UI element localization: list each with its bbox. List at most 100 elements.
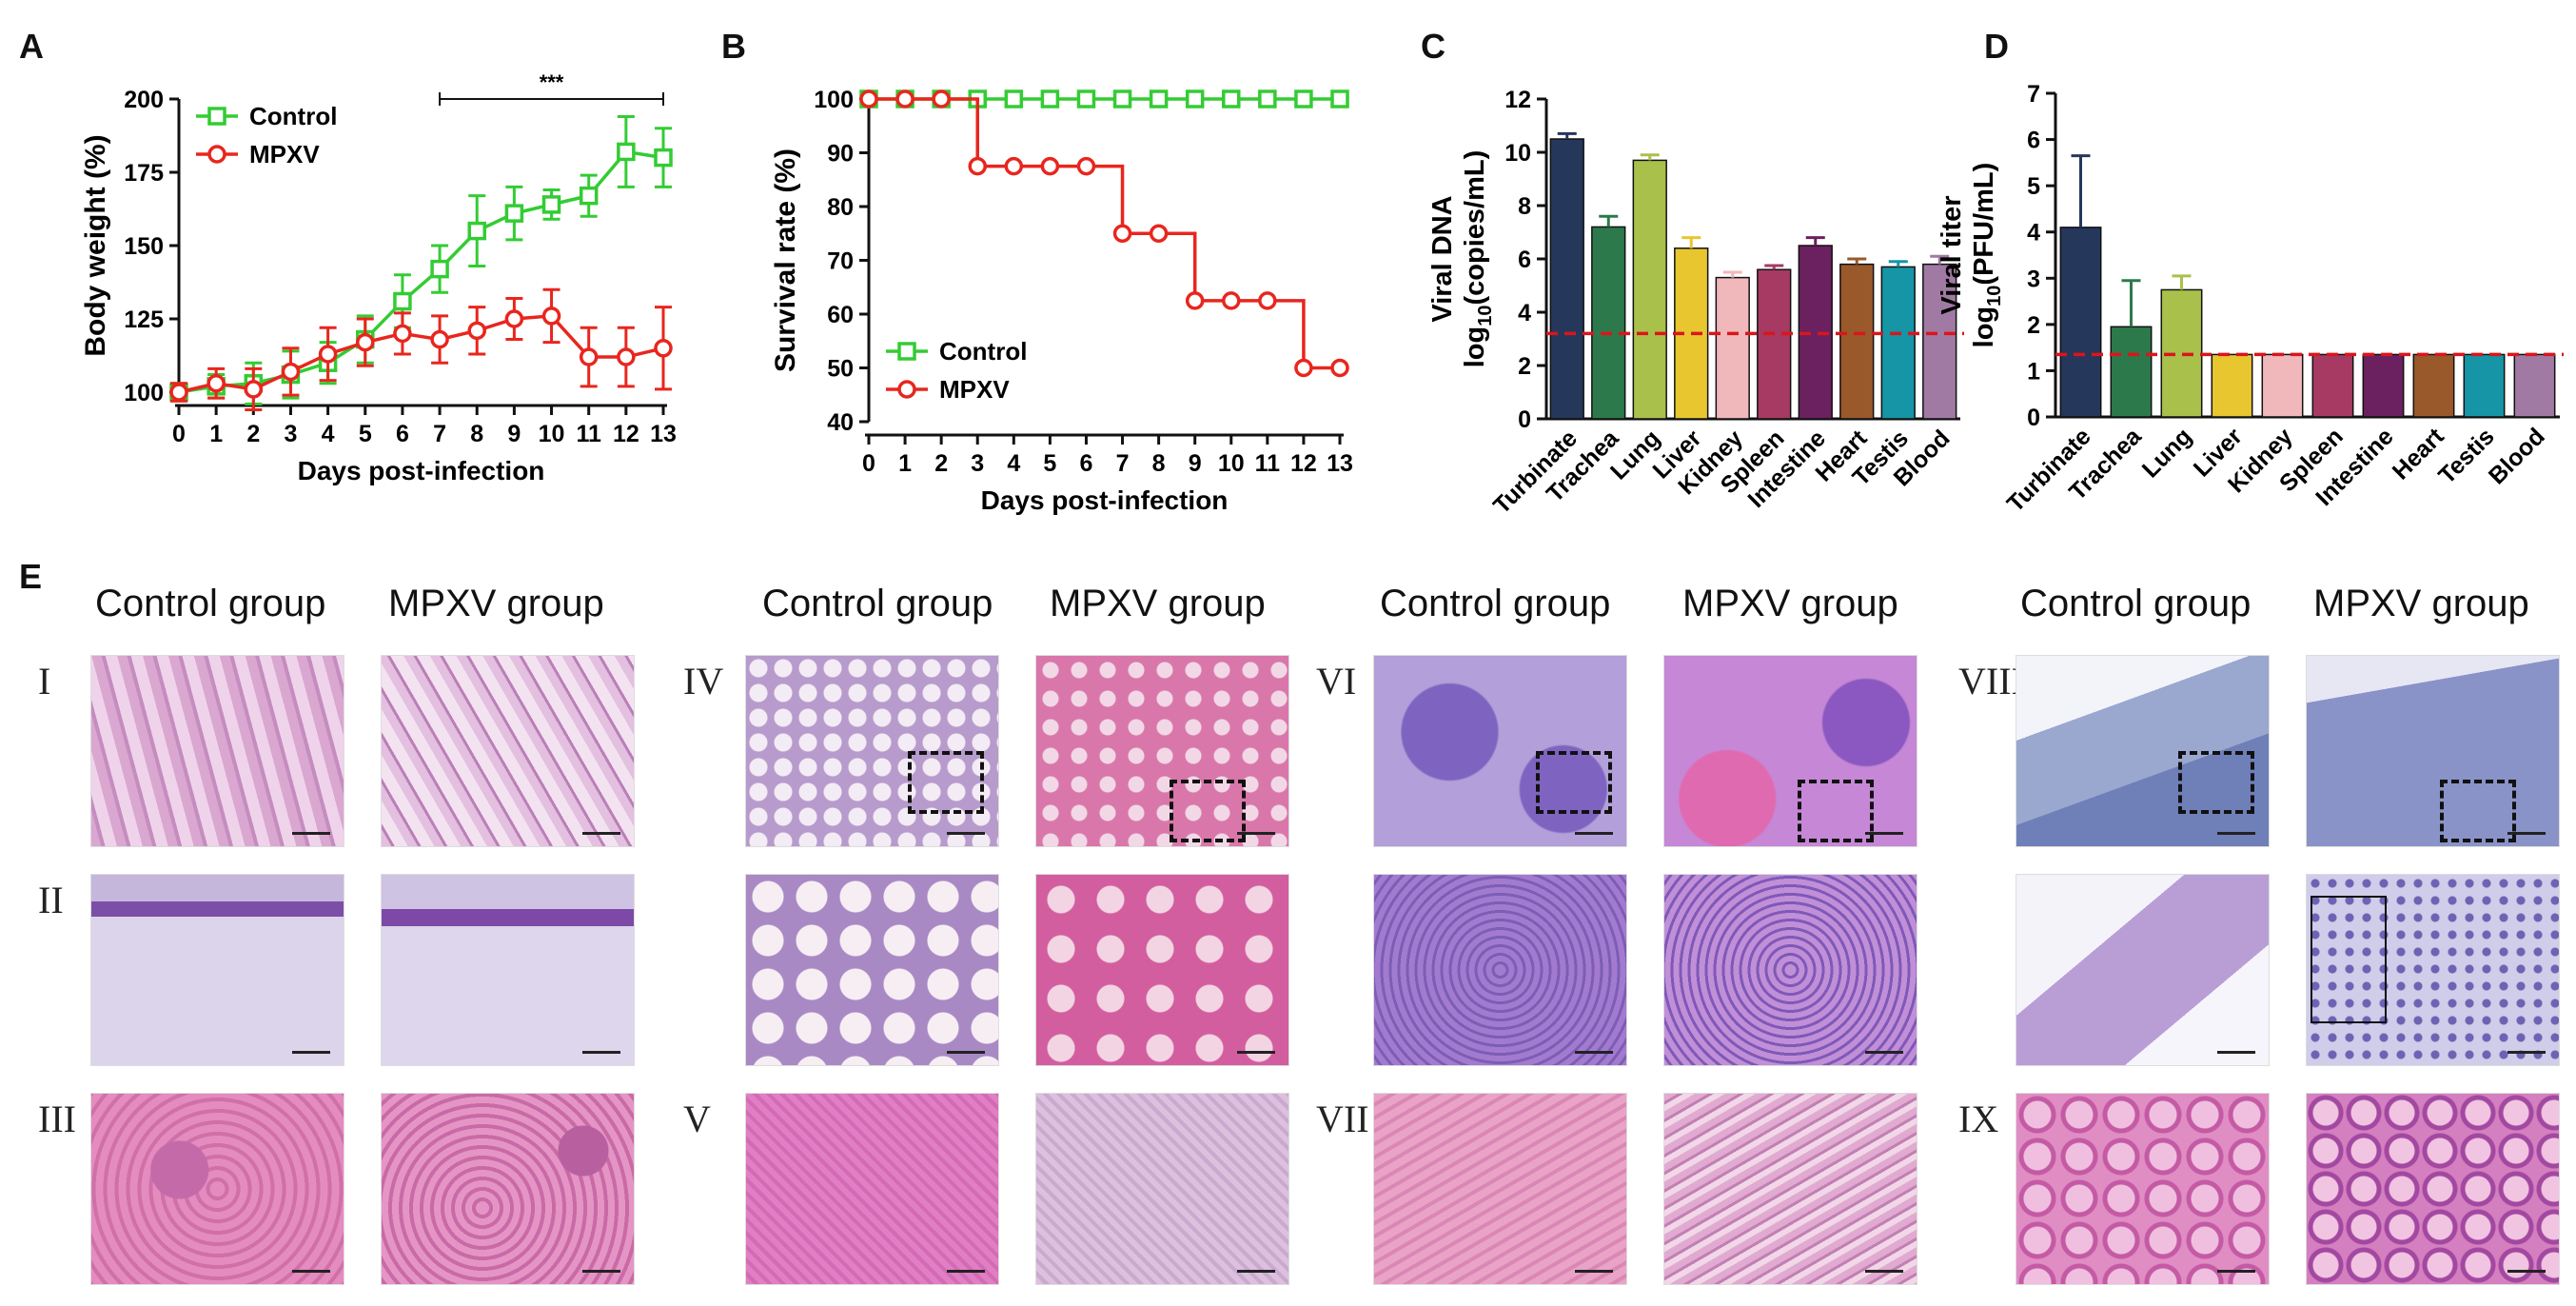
- x-tick-label-B: 8: [1152, 450, 1166, 477]
- x-tick-label-A: 6: [396, 421, 409, 447]
- legend-marker: [207, 145, 226, 164]
- mpxv-group-title: MPXV group: [1050, 583, 1266, 624]
- data-point: [1076, 156, 1096, 176]
- scale-bar: [582, 1270, 620, 1273]
- data-point: [1330, 358, 1349, 378]
- legend-marker: [897, 380, 916, 399]
- data-point: [1258, 89, 1277, 109]
- data-point: [281, 362, 301, 382]
- y-tick-label-C: 0: [1518, 406, 1531, 433]
- mpxv-kidney-micrograph: [381, 1093, 635, 1285]
- control-intestine-zoom-micrograph: [2016, 874, 2270, 1066]
- significance-label: ***: [540, 70, 564, 94]
- scale-bar: [292, 1270, 330, 1273]
- panel-letter-b: B: [721, 27, 746, 66]
- data-point: [206, 374, 226, 393]
- scale-bar: [2217, 832, 2255, 835]
- data-point: [393, 291, 412, 311]
- control-liver-micrograph: [745, 1093, 999, 1285]
- y-axis-title-D-line2: log10(PFU/mL): [1969, 163, 2005, 348]
- legend-B: Control MPXV: [886, 337, 1027, 404]
- chart-C: 024681012TurbinateTracheaLungLiverKidney…: [1427, 87, 1964, 519]
- x-tick-label-B: 4: [1007, 450, 1020, 477]
- data-point: [541, 195, 561, 214]
- series-B-mpxv: [859, 89, 1349, 378]
- x-tick-label-A: 0: [172, 421, 186, 447]
- x-tick-label-A: 7: [433, 421, 446, 447]
- chart-D: 01234567TurbinateTracheaLungLiverKidneyS…: [1937, 81, 2564, 517]
- data-point: [859, 89, 878, 109]
- control-spleen-micrograph: [1373, 655, 1627, 847]
- y-tick-label-D: 0: [2027, 405, 2040, 431]
- data-point: [579, 186, 599, 206]
- highlight-region-box: [2311, 896, 2387, 1023]
- series-line-mpxv: [869, 97, 1340, 370]
- bar-spleen: [1757, 268, 1792, 420]
- scale-bar: [2217, 1051, 2255, 1054]
- data-point: [356, 332, 375, 352]
- data-point: [1149, 224, 1169, 243]
- scale-bar: [947, 1270, 985, 1273]
- y-tick-label-C: 10: [1504, 140, 1531, 167]
- bar-testis: [1880, 266, 1916, 420]
- scale-bar: [1575, 1270, 1613, 1273]
- data-point: [1185, 291, 1205, 310]
- legend-A: Control MPXV: [196, 102, 337, 168]
- data-point: [430, 329, 449, 349]
- control-heart-micrograph: [1373, 1093, 1627, 1285]
- y-tick-label-A: 100: [124, 380, 164, 406]
- panel-letter-e: E: [19, 557, 43, 596]
- y-axis-title-C: Viral DNA: [1427, 195, 1458, 322]
- mpxv-turbinate-micrograph: [381, 655, 635, 847]
- data-point: [504, 309, 524, 328]
- scale-bar: [582, 1051, 620, 1054]
- x-axis-title-A: Days post-infection: [298, 456, 545, 485]
- control-lung-micrograph: [745, 655, 999, 847]
- x-tick-label-A: 11: [576, 421, 601, 447]
- data-point: [541, 307, 561, 326]
- data-point: [617, 142, 636, 162]
- data-point: [1149, 89, 1169, 109]
- scale-bar: [1865, 1270, 1903, 1273]
- legend-label: Control: [249, 102, 337, 130]
- y-tick-label-B: 100: [814, 87, 854, 113]
- y-axis-title-D: Viral titer: [1937, 195, 1967, 314]
- control-testis-micrograph: [2016, 1093, 2270, 1285]
- y-tick-label-C: 12: [1504, 87, 1531, 113]
- control-group-title: Control group: [2020, 583, 2252, 624]
- data-point: [1222, 89, 1241, 109]
- mpxv-lung-zoom-micrograph: [1035, 874, 1289, 1066]
- scale-bar: [2507, 1051, 2546, 1054]
- control-lung-zoom-micrograph: [745, 874, 999, 1066]
- row-label-iv: IV: [683, 660, 724, 702]
- scale-bar: [1865, 1051, 1903, 1054]
- legend-label: MPXV: [939, 375, 1010, 404]
- y-tick-label-D: 6: [2027, 128, 2040, 154]
- scale-bar: [947, 832, 985, 835]
- data-point: [1222, 291, 1241, 310]
- scale-bar: [1237, 1270, 1275, 1273]
- y-tick-label-B: 70: [827, 248, 854, 275]
- x-tick-label-A: 2: [246, 421, 260, 447]
- data-point: [654, 148, 673, 168]
- y-tick-label-C: 2: [1518, 353, 1531, 380]
- bar-turbinate: [1549, 138, 1584, 420]
- scale-bar: [582, 832, 620, 835]
- row-label-ii: II: [38, 879, 64, 921]
- mpxv-group-title: MPXV group: [2313, 583, 2529, 624]
- x-tick-label-A: 1: [209, 421, 223, 447]
- data-point: [1076, 89, 1096, 109]
- scale-bar: [1575, 832, 1613, 835]
- x-tick-label-B: 11: [1255, 450, 1281, 477]
- data-point: [932, 89, 951, 109]
- y-tick-label-C: 6: [1518, 247, 1531, 273]
- data-point: [467, 321, 486, 341]
- bar-heart: [1839, 263, 1875, 420]
- data-point: [617, 347, 636, 366]
- scale-bar: [1237, 1051, 1275, 1054]
- bar-heart: [2412, 353, 2455, 418]
- scale-bar: [292, 1051, 330, 1054]
- row-label-i: I: [38, 660, 51, 702]
- data-point: [1112, 224, 1132, 243]
